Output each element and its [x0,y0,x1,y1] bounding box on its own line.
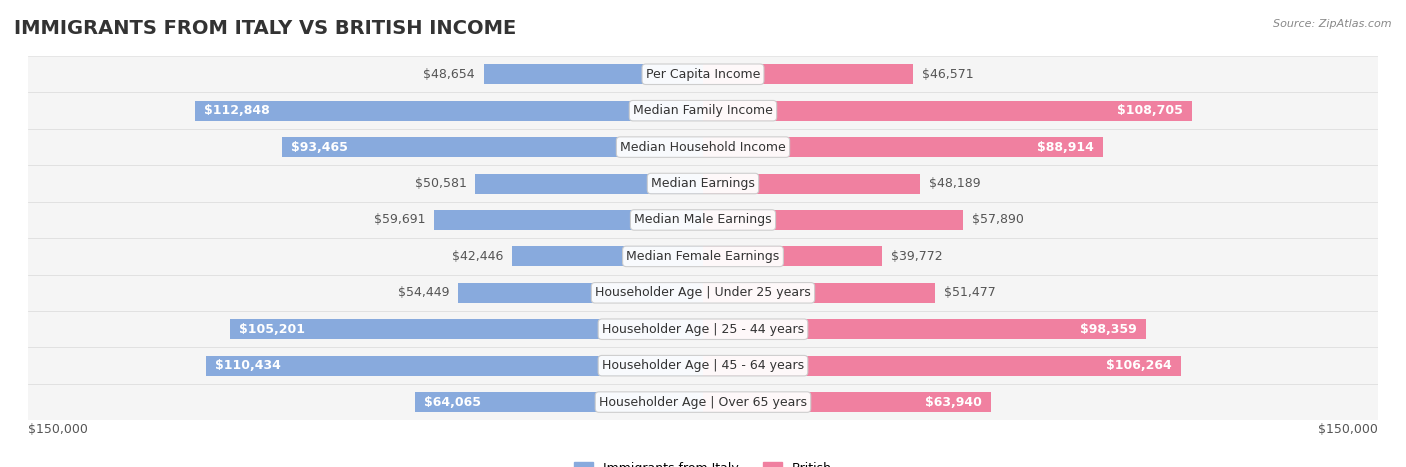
Bar [28,347,1378,384]
Text: Householder Age | Over 65 years: Householder Age | Over 65 years [599,396,807,409]
Text: $64,065: $64,065 [423,396,481,409]
Bar [703,392,991,412]
Text: $39,772: $39,772 [891,250,942,263]
Text: $57,890: $57,890 [973,213,1025,226]
Bar [703,64,912,84]
Bar [28,384,1378,420]
Bar [28,92,1378,129]
Text: $112,848: $112,848 [204,104,270,117]
Text: $59,691: $59,691 [374,213,426,226]
Text: $108,705: $108,705 [1118,104,1182,117]
Text: $42,446: $42,446 [451,250,503,263]
Text: $105,201: $105,201 [239,323,305,336]
Bar [703,319,1146,339]
Text: Per Capita Income: Per Capita Income [645,68,761,81]
Bar [703,137,1104,157]
Text: Median Male Earnings: Median Male Earnings [634,213,772,226]
Legend: Immigrants from Italy, British: Immigrants from Italy, British [569,457,837,467]
Text: $51,477: $51,477 [943,286,995,299]
Text: Median Family Income: Median Family Income [633,104,773,117]
Bar [475,174,703,193]
Bar [434,210,703,230]
Text: IMMIGRANTS FROM ITALY VS BRITISH INCOME: IMMIGRANTS FROM ITALY VS BRITISH INCOME [14,19,516,38]
Bar [28,238,1378,275]
Text: $98,359: $98,359 [1080,323,1136,336]
Text: Householder Age | 25 - 44 years: Householder Age | 25 - 44 years [602,323,804,336]
Bar [703,101,1192,120]
Text: $93,465: $93,465 [291,141,349,154]
Text: $48,654: $48,654 [423,68,475,81]
Bar [229,319,703,339]
Text: $106,264: $106,264 [1107,359,1173,372]
Text: Median Household Income: Median Household Income [620,141,786,154]
Text: Householder Age | Under 25 years: Householder Age | Under 25 years [595,286,811,299]
Bar [458,283,703,303]
Text: $50,581: $50,581 [415,177,467,190]
Bar [703,283,935,303]
Bar [28,202,1378,238]
Bar [512,247,703,266]
Bar [703,356,1181,375]
Bar [415,392,703,412]
Bar [703,210,963,230]
Bar [283,137,703,157]
Text: Source: ZipAtlas.com: Source: ZipAtlas.com [1274,19,1392,28]
Bar [28,275,1378,311]
Bar [207,356,703,375]
Text: $46,571: $46,571 [921,68,973,81]
Bar [28,165,1378,202]
Text: $63,940: $63,940 [925,396,981,409]
Bar [28,129,1378,165]
Bar [28,311,1378,347]
Text: Householder Age | 45 - 64 years: Householder Age | 45 - 64 years [602,359,804,372]
Text: $48,189: $48,189 [929,177,980,190]
Text: $54,449: $54,449 [398,286,449,299]
Text: Median Earnings: Median Earnings [651,177,755,190]
Bar [703,247,882,266]
Bar [703,174,920,193]
Text: Median Female Earnings: Median Female Earnings [627,250,779,263]
Text: $150,000: $150,000 [1317,423,1378,436]
Text: $110,434: $110,434 [215,359,281,372]
Text: $150,000: $150,000 [28,423,89,436]
Bar [484,64,703,84]
Bar [195,101,703,120]
Text: $88,914: $88,914 [1038,141,1094,154]
Bar [28,56,1378,92]
